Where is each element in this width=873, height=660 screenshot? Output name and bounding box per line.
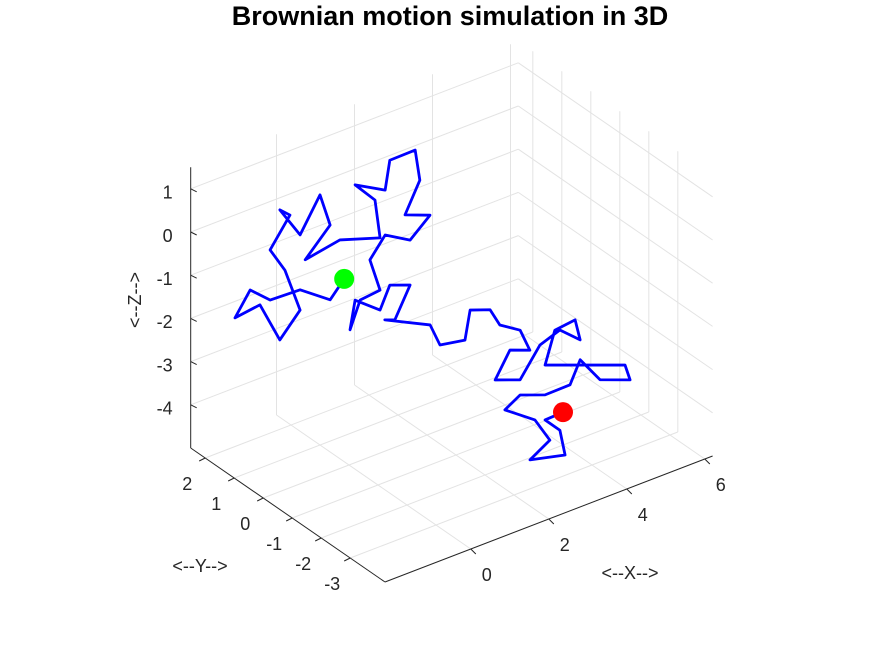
- grid-line: [190, 148, 519, 276]
- y-tick: [343, 557, 351, 562]
- trajectory: [233, 148, 632, 462]
- grid-line: [190, 62, 519, 190]
- end-marker: [553, 402, 573, 423]
- chart-title: Brownian motion simulation in 3D: [232, 1, 669, 31]
- grid-line: [518, 235, 713, 371]
- y-axis: [190, 447, 386, 583]
- y-tick: [198, 457, 206, 462]
- x-tick-label: 2: [560, 535, 570, 555]
- z-tick: [190, 274, 197, 279]
- z-tick: [190, 404, 197, 409]
- grid-line: [234, 351, 562, 479]
- z-tick-label: 0: [163, 226, 173, 246]
- y-tick: [314, 537, 322, 542]
- grid-line: [510, 324, 706, 460]
- z-tick: [190, 188, 197, 193]
- grid-line: [518, 62, 713, 198]
- z-tick-label: -2: [157, 312, 173, 332]
- grid-line: [354, 384, 550, 520]
- z-tick: [190, 361, 197, 366]
- grid-line: [518, 278, 713, 414]
- x-tick: [626, 488, 633, 495]
- grid-line: [263, 371, 591, 499]
- y-tick-label: -2: [295, 554, 311, 574]
- z-tick: [190, 231, 197, 236]
- grid-line: [518, 191, 713, 327]
- grid-line: [276, 414, 472, 550]
- z-tick-label: 1: [163, 183, 173, 203]
- grid-line: [205, 331, 533, 459]
- grid-line: [190, 278, 519, 406]
- y-axis-label: <--Y-->: [172, 556, 227, 576]
- y-tick-label: 2: [182, 474, 192, 494]
- grid-line: [518, 105, 713, 241]
- x-tick: [470, 548, 477, 555]
- x-tick: [548, 518, 555, 525]
- z-tick-label: -4: [157, 399, 173, 419]
- grid-line: [518, 148, 713, 284]
- start-marker: [334, 268, 355, 289]
- x-axis-label: <--X-->: [601, 563, 658, 583]
- x-tick: [704, 458, 711, 465]
- grid-line: [321, 411, 649, 539]
- y-tick: [285, 517, 293, 522]
- y-tick: [256, 497, 264, 502]
- y-tick-label: -3: [324, 574, 340, 594]
- y-tick: [227, 477, 235, 482]
- x-tick-label: 4: [638, 505, 648, 525]
- z-tick-label: -1: [157, 269, 173, 289]
- z-axis-label: <--Z-->: [125, 272, 145, 328]
- z-tick-label: -3: [157, 355, 173, 375]
- y-tick-label: -1: [266, 534, 282, 554]
- grid-line: [190, 105, 519, 233]
- grid-line: [432, 354, 628, 490]
- x-tick-label: 0: [482, 565, 492, 585]
- z-tick: [190, 317, 197, 322]
- grid-line: [190, 235, 519, 363]
- grid-line: [350, 431, 678, 559]
- y-tick-label: 0: [240, 514, 250, 534]
- y-tick-label: 1: [211, 494, 221, 514]
- x-tick-label: 6: [716, 475, 726, 495]
